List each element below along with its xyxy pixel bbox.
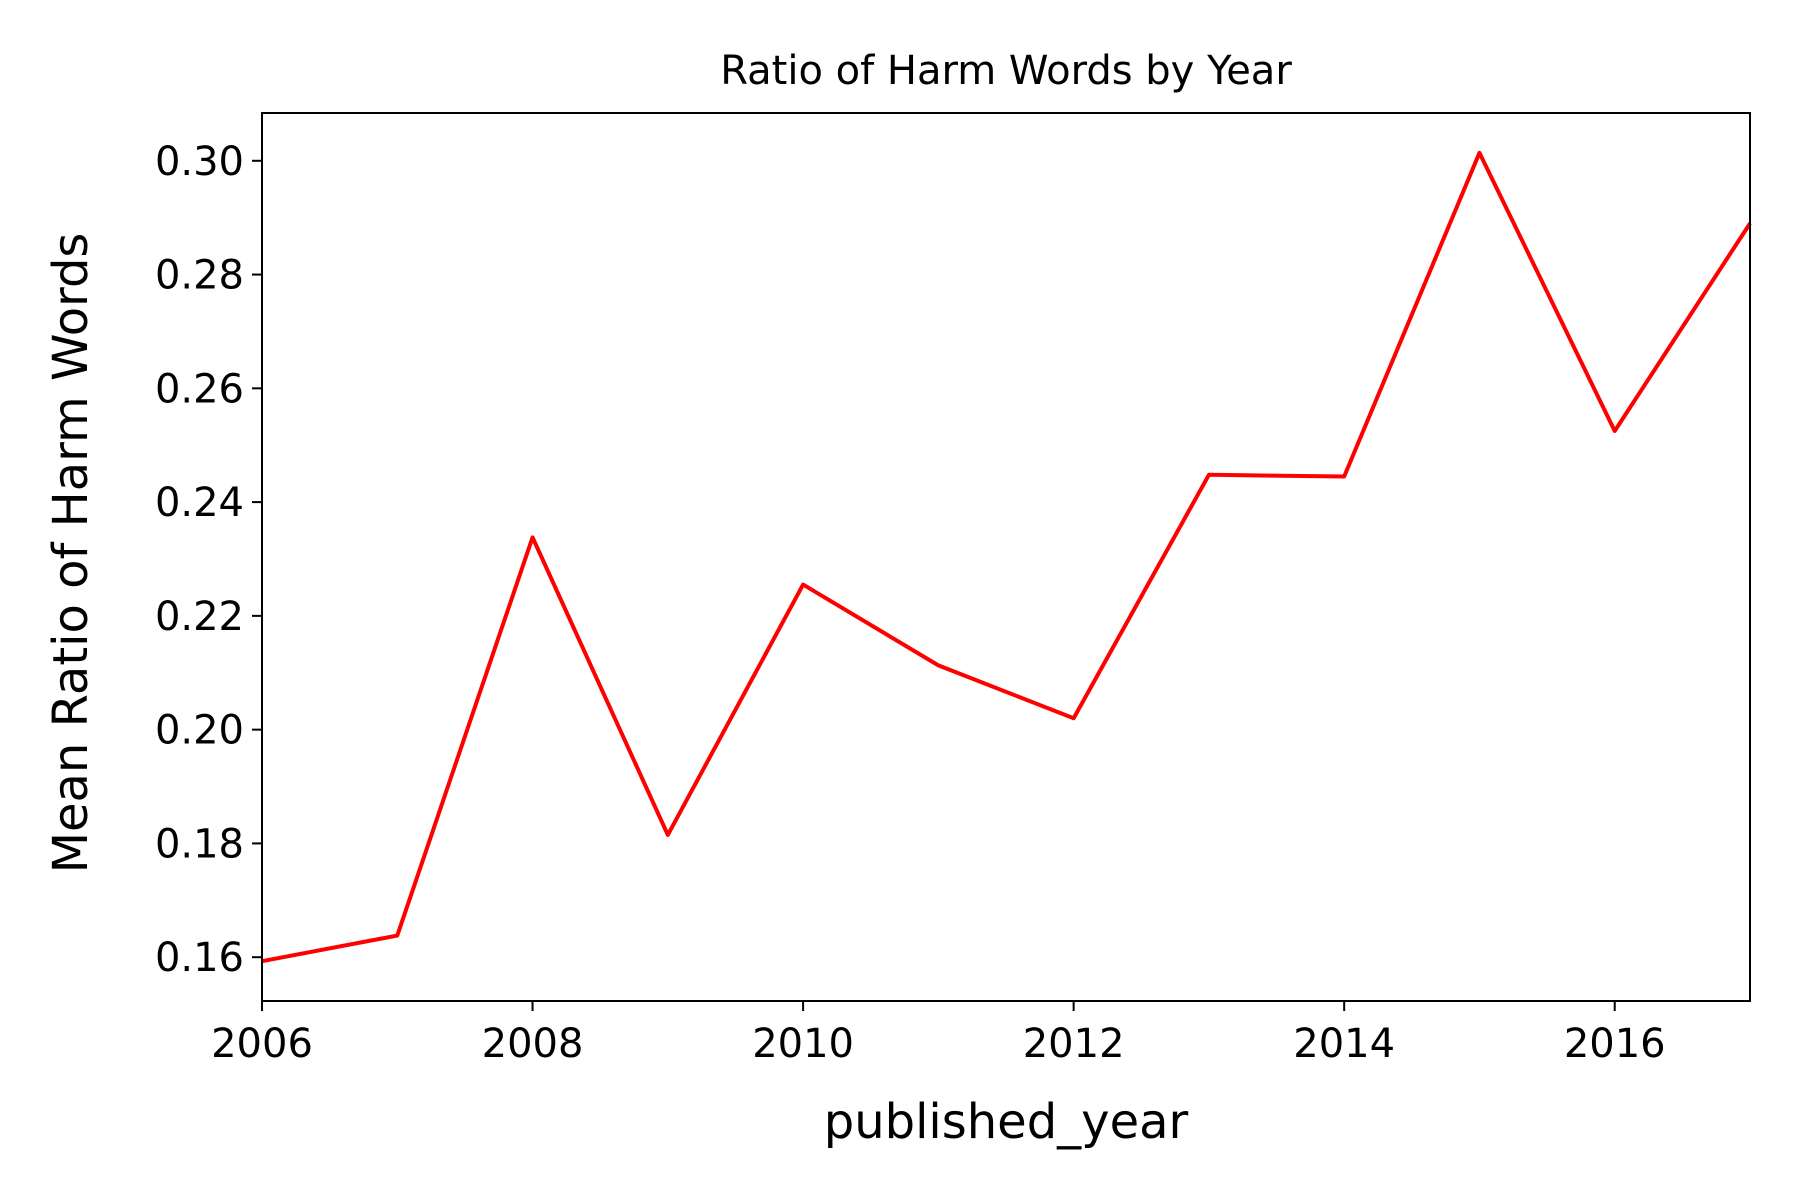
y-tick-label: 0.22 [155, 594, 244, 640]
plot-frame [261, 112, 1751, 1002]
x-tick-label: 2010 [752, 1021, 854, 1067]
y-tick-label: 0.20 [155, 708, 244, 754]
x-axis-ticks: 2006 2008 2010 2012 2014 2016 [211, 1001, 1666, 1067]
x-axis-label: published_year [824, 1094, 1189, 1150]
y-axis-ticks: 0.16 0.18 0.20 0.22 0.24 0.26 0.28 0.30 [155, 139, 262, 981]
y-tick-label: 0.24 [155, 480, 244, 526]
y-tick-label: 0.26 [155, 366, 244, 412]
x-tick-label: 2016 [1564, 1021, 1666, 1067]
y-tick-label: 0.18 [155, 821, 244, 867]
y-tick-label: 0.28 [155, 253, 244, 299]
x-tick-label: 2006 [211, 1021, 313, 1067]
series-line [261, 150, 1752, 964]
series-layer [261, 150, 1752, 964]
x-tick-label: 2012 [1023, 1021, 1125, 1067]
x-tick-label: 2008 [482, 1021, 584, 1067]
y-tick-label: 0.16 [155, 935, 244, 981]
y-tick-label: 0.30 [155, 139, 244, 185]
y-axis-label: Mean Ratio of Harm Words [43, 233, 99, 874]
x-tick-label: 2014 [1293, 1021, 1395, 1067]
chart-title: Ratio of Harm Words by Year [720, 48, 1292, 94]
